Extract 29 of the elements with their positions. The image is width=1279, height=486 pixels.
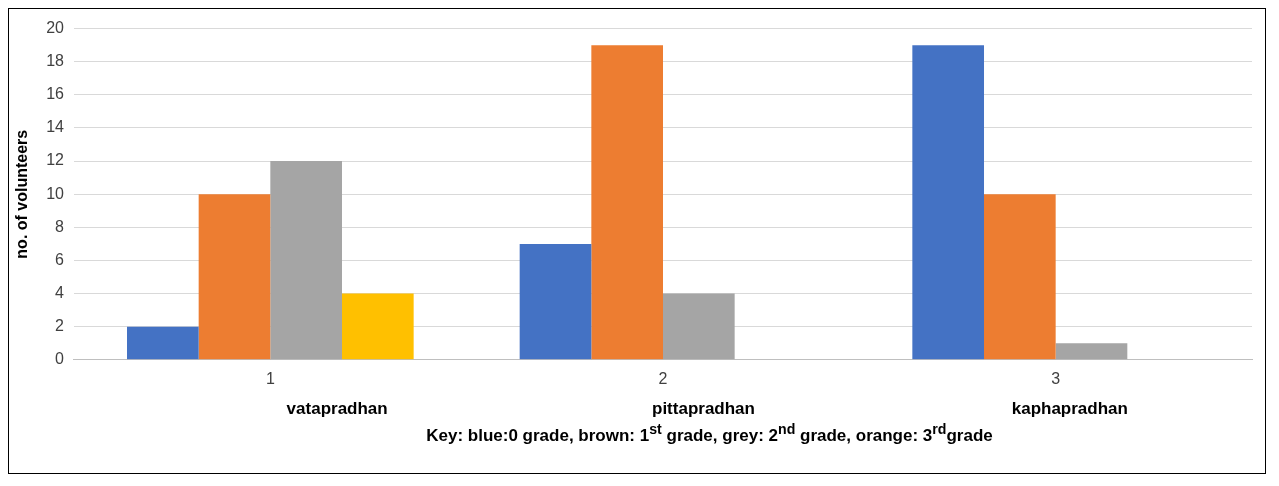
- bar: [127, 326, 199, 360]
- y-tick-label: 0: [55, 350, 65, 368]
- text: kaphapradhan: [1010, 399, 1129, 419]
- bar: [519, 243, 592, 360]
- bar: [984, 194, 1056, 360]
- bar: [912, 45, 984, 360]
- y-tick-label: 2: [55, 317, 65, 335]
- y-tick-label: 4: [55, 283, 65, 301]
- y-tick-label: 8: [55, 217, 65, 235]
- y-tick-label: 10: [46, 184, 65, 202]
- x-tick-label: 2: [658, 369, 668, 387]
- x-tick-label: 1: [265, 369, 275, 387]
- y-tick-label: 12: [46, 151, 65, 169]
- y-tick-label: 20: [46, 19, 65, 37]
- text: pittapradhan: [651, 399, 756, 419]
- x-tick-label: 3: [1051, 369, 1061, 387]
- bar: [1055, 343, 1128, 360]
- text: vatapradhan: [285, 399, 389, 419]
- y-tick-label: 14: [46, 118, 65, 136]
- y-tick-label: 6: [55, 250, 65, 268]
- bar: [270, 161, 342, 360]
- y-tick-label: 16: [46, 85, 65, 103]
- text: Key: blue:0 grade, brown: 1$^{st}$ grade, grey: 2$^{nd}$ grade, orange: 3$^{rd}$grade: [425, 421, 994, 446]
- bar: [591, 45, 663, 360]
- bar: [341, 293, 414, 360]
- y-tick-label: 18: [46, 52, 65, 70]
- y-axis-title: no. of volunteers: [13, 129, 31, 259]
- bar: [198, 194, 271, 360]
- bar: [663, 293, 735, 360]
